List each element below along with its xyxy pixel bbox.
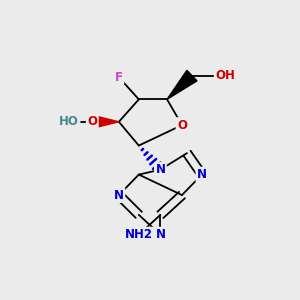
Text: N: N — [114, 189, 124, 202]
Text: HO: HO — [59, 115, 79, 128]
Text: N: N — [155, 163, 165, 176]
Text: O: O — [177, 118, 187, 132]
Text: NH2: NH2 — [125, 228, 153, 241]
Text: F: F — [115, 71, 123, 84]
Polygon shape — [92, 115, 119, 128]
Text: OH: OH — [215, 69, 235, 82]
Polygon shape — [167, 70, 197, 99]
Text: O: O — [87, 115, 97, 128]
Text: N: N — [155, 228, 165, 241]
Text: N: N — [197, 168, 207, 181]
